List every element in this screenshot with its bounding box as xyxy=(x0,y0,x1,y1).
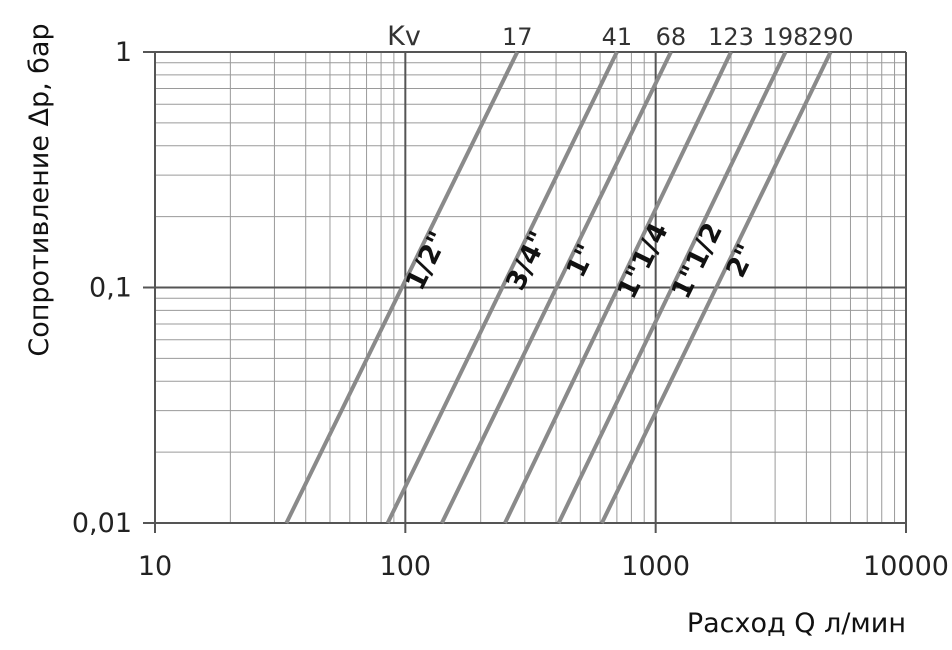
series-label-2: 1" xyxy=(561,239,603,282)
kv-label-0: 17 xyxy=(502,23,533,51)
series-line-1 xyxy=(385,51,619,524)
series-label-1: 3/4" xyxy=(500,226,555,295)
x-tick-label: 100 xyxy=(380,551,432,582)
y-tick-label: 0,01 xyxy=(72,508,132,539)
y-tick-label: 0,1 xyxy=(89,273,132,304)
kv-label-5: 290 xyxy=(808,23,854,51)
x-tick-label: 10000 xyxy=(863,551,949,582)
x-axis-label: Расход Q л/мин xyxy=(687,608,906,639)
series-line-5 xyxy=(600,51,833,524)
series-line-2 xyxy=(440,51,673,524)
series-line-3 xyxy=(503,51,733,524)
series-line-4 xyxy=(556,51,788,524)
y-tick-label: 1 xyxy=(115,37,132,68)
series-label-4: 1"1/2 xyxy=(666,218,729,304)
x-tick-label: 1000 xyxy=(621,551,690,582)
series-label-0: 1/2" xyxy=(400,227,455,296)
axes xyxy=(143,51,907,533)
series-label-5: 2" xyxy=(720,239,762,282)
kv-label-3: 123 xyxy=(708,23,754,51)
series-curves xyxy=(284,51,833,524)
kv-label-2: 68 xyxy=(656,23,687,51)
kv-label-1: 41 xyxy=(602,23,633,51)
kv-label-4: 198 xyxy=(763,23,809,51)
y-axis-label: Сопротивление Δp, бар xyxy=(24,23,55,356)
series-line-0 xyxy=(284,51,520,524)
x-tick-label: 10 xyxy=(138,551,172,582)
grid-major xyxy=(154,51,907,524)
kv-header: Kv xyxy=(387,21,421,52)
